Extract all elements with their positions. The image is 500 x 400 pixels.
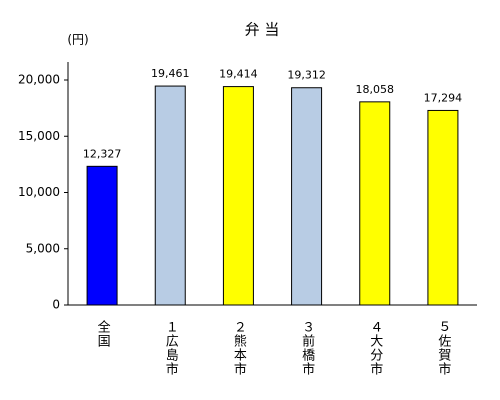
x-tick-label: ３前橋市 bbox=[299, 320, 315, 376]
y-tick-label: 20,000 bbox=[18, 73, 60, 87]
x-tick-label: ４大分市 bbox=[367, 320, 383, 376]
x-tick-label: １広島市 bbox=[163, 320, 179, 376]
y-unit: (円) bbox=[67, 33, 88, 47]
x-tick-label: 全国 bbox=[95, 319, 111, 348]
y-tick-label: 10,000 bbox=[18, 185, 60, 199]
value-label: 19,414 bbox=[219, 68, 258, 81]
bar bbox=[222, 86, 254, 306]
bar bbox=[359, 101, 391, 306]
value-label: 19,461 bbox=[151, 67, 190, 80]
chart-title: 弁 当 bbox=[245, 21, 280, 39]
bar bbox=[154, 85, 186, 306]
y-tick-label: 15,000 bbox=[18, 129, 60, 143]
value-label: 17,294 bbox=[424, 91, 463, 104]
bar bbox=[427, 109, 459, 306]
value-label: 19,312 bbox=[287, 69, 326, 82]
x-tick-label: ５佐賀市 bbox=[435, 320, 451, 376]
value-label: 12,327 bbox=[83, 147, 122, 160]
value-label: 18,058 bbox=[356, 83, 395, 96]
bar bbox=[86, 165, 118, 306]
y-tick-label: 5,000 bbox=[26, 241, 60, 255]
bar bbox=[291, 87, 323, 306]
y-tick-label: 0 bbox=[52, 298, 60, 312]
x-tick-label: ２熊本市 bbox=[231, 320, 247, 376]
